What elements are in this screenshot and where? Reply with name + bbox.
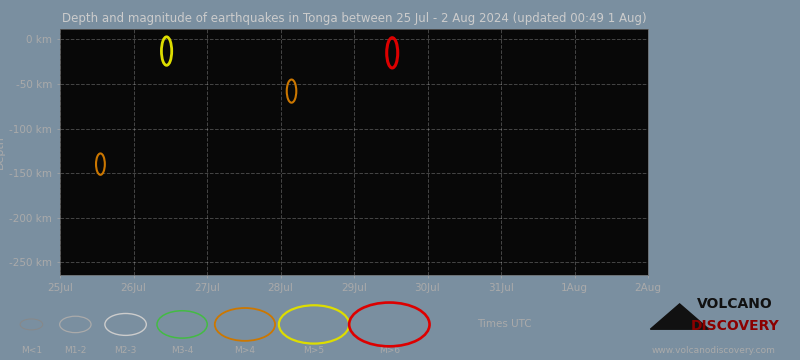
- Text: VOLCANO: VOLCANO: [697, 297, 773, 311]
- Text: Times UTC: Times UTC: [478, 319, 532, 329]
- Text: M2-3: M2-3: [114, 346, 137, 355]
- Text: M>4: M>4: [234, 346, 255, 355]
- Text: M1-2: M1-2: [64, 346, 86, 355]
- Text: www.volcanodiscovery.com: www.volcanodiscovery.com: [652, 346, 776, 355]
- Text: M3-4: M3-4: [171, 346, 194, 355]
- Text: M<1: M<1: [21, 346, 42, 355]
- Text: DISCOVERY: DISCOVERY: [690, 319, 779, 333]
- Polygon shape: [650, 304, 709, 329]
- Y-axis label: Depth: Depth: [0, 135, 5, 169]
- Text: M>6: M>6: [378, 346, 400, 355]
- Title: Depth and magnitude of earthquakes in Tonga between 25 Jul - 2 Aug 2024 (updated: Depth and magnitude of earthquakes in To…: [62, 12, 646, 25]
- Text: M>5: M>5: [303, 346, 325, 355]
